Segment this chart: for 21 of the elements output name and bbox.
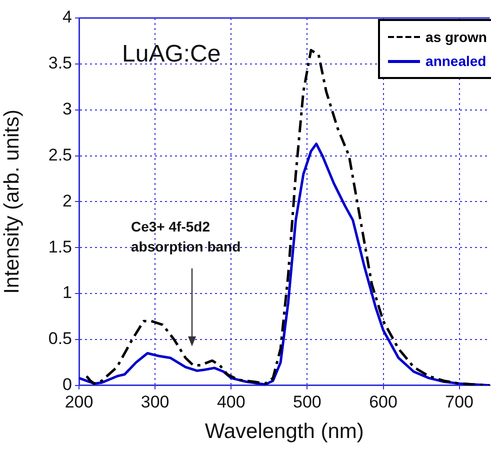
y-tick-label: 2.5 xyxy=(48,145,72,164)
annotation: Ce3+ 4f-5d2 absorption band xyxy=(131,218,241,254)
x-tick-label: 500 xyxy=(293,392,322,412)
y-tick-label: 1 xyxy=(62,283,72,302)
x-axis-title: Wavelength (nm) xyxy=(204,420,364,444)
y-tick-label: 2 xyxy=(62,191,72,210)
y-tick-label: 0 xyxy=(62,375,72,394)
x-tick-label: 400 xyxy=(216,392,246,412)
x-tick-label: 300 xyxy=(140,392,170,412)
legend-label: annealed xyxy=(426,53,486,69)
x-tick-label: 700 xyxy=(445,392,474,412)
y-tick-label: 3 xyxy=(62,100,72,119)
y-tick-label: 3.5 xyxy=(48,54,72,73)
annotation: LuAG:Ce xyxy=(122,40,221,68)
y-tick-label: 0.5 xyxy=(48,329,72,348)
y-tick-label: 1.5 xyxy=(48,237,72,256)
y-axis-title: Intensity (arb. units) xyxy=(0,109,24,294)
x-tick-label: 200 xyxy=(64,392,94,412)
y-tick-label: 4 xyxy=(62,8,72,27)
legend-label: as grown xyxy=(426,29,487,45)
x-tick-label: 600 xyxy=(369,392,398,412)
